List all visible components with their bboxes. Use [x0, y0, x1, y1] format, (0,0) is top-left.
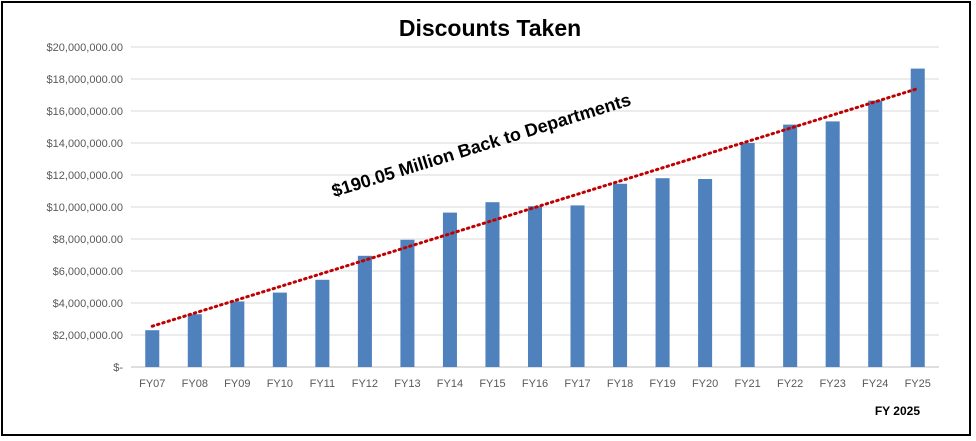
bar [485, 202, 500, 367]
x-tick-label: FY12 [352, 378, 378, 390]
footer-label: FY 2025 [875, 404, 920, 418]
x-tick-label: FY19 [649, 378, 675, 390]
bar [783, 124, 798, 367]
chart: Discounts Taken $- $2,000,000.00 $4,000,00… [47, 15, 939, 418]
x-tick-label: FY11 [310, 378, 335, 390]
bar [698, 179, 713, 367]
x-tick-label: FY15 [479, 378, 505, 390]
y-tick-label: $8,000,000.00 [53, 234, 123, 246]
x-tick-label: FY14 [437, 378, 463, 390]
bar [145, 330, 160, 367]
bar [230, 301, 245, 367]
y-tick-label: $16,000,000.00 [47, 106, 123, 118]
x-tick-label: FY23 [820, 378, 846, 390]
y-tick-label: $2,000,000.00 [53, 330, 123, 342]
bar [315, 279, 330, 367]
x-tick-label: FY10 [267, 378, 293, 390]
bars [145, 68, 925, 368]
bar [740, 143, 755, 367]
y-tick-label: $4,000,000.00 [53, 298, 123, 310]
y-axis-tick-labels: $- $2,000,000.00 $4,000,000.00 $6,000,000.0… [47, 42, 124, 374]
x-tick-label: FY17 [564, 378, 590, 390]
y-tick-label: $14,000,000.00 [47, 138, 123, 150]
y-tick-label: $20,000,000.00 [47, 42, 123, 54]
x-tick-label: FY08 [182, 378, 208, 390]
bar [442, 212, 457, 367]
bar [527, 206, 543, 367]
x-tick-label: FY21 [734, 378, 760, 390]
bar [868, 100, 883, 367]
x-tick-label: FY24 [862, 378, 888, 390]
x-tick-label: FY09 [224, 378, 250, 390]
x-tick-label: FY20 [692, 378, 718, 390]
chart-title: Discounts Taken [399, 15, 581, 41]
bar [187, 314, 202, 367]
bar [825, 121, 840, 368]
x-tick-label: FY07 [139, 378, 165, 390]
bar [910, 68, 925, 367]
x-tick-label: FY13 [394, 378, 420, 390]
y-tick-label: $- [113, 362, 123, 374]
bar [400, 239, 415, 367]
y-tick-label: $12,000,000.00 [47, 170, 123, 182]
x-tick-label: FY16 [522, 378, 548, 390]
x-tick-label: FY25 [905, 378, 931, 390]
x-tick-label: FY22 [777, 378, 803, 390]
bar [613, 183, 628, 367]
bar [272, 292, 287, 367]
x-tick-label: FY18 [607, 378, 633, 390]
y-tick-label: $18,000,000.00 [47, 74, 123, 86]
trendline [150, 87, 920, 328]
y-tick-label: $6,000,000.00 [53, 266, 123, 278]
bar [655, 178, 670, 367]
bar [357, 255, 372, 367]
trendline-annotation: $190.05 Million Back to Departments [329, 89, 633, 201]
bar [570, 205, 585, 367]
x-axis-tick-labels: FY07 FY08 FY09 FY10 FY11 FY12 FY13 FY14 FY15 FY16… [139, 378, 931, 390]
y-tick-label: $10,000,000.00 [47, 202, 123, 214]
